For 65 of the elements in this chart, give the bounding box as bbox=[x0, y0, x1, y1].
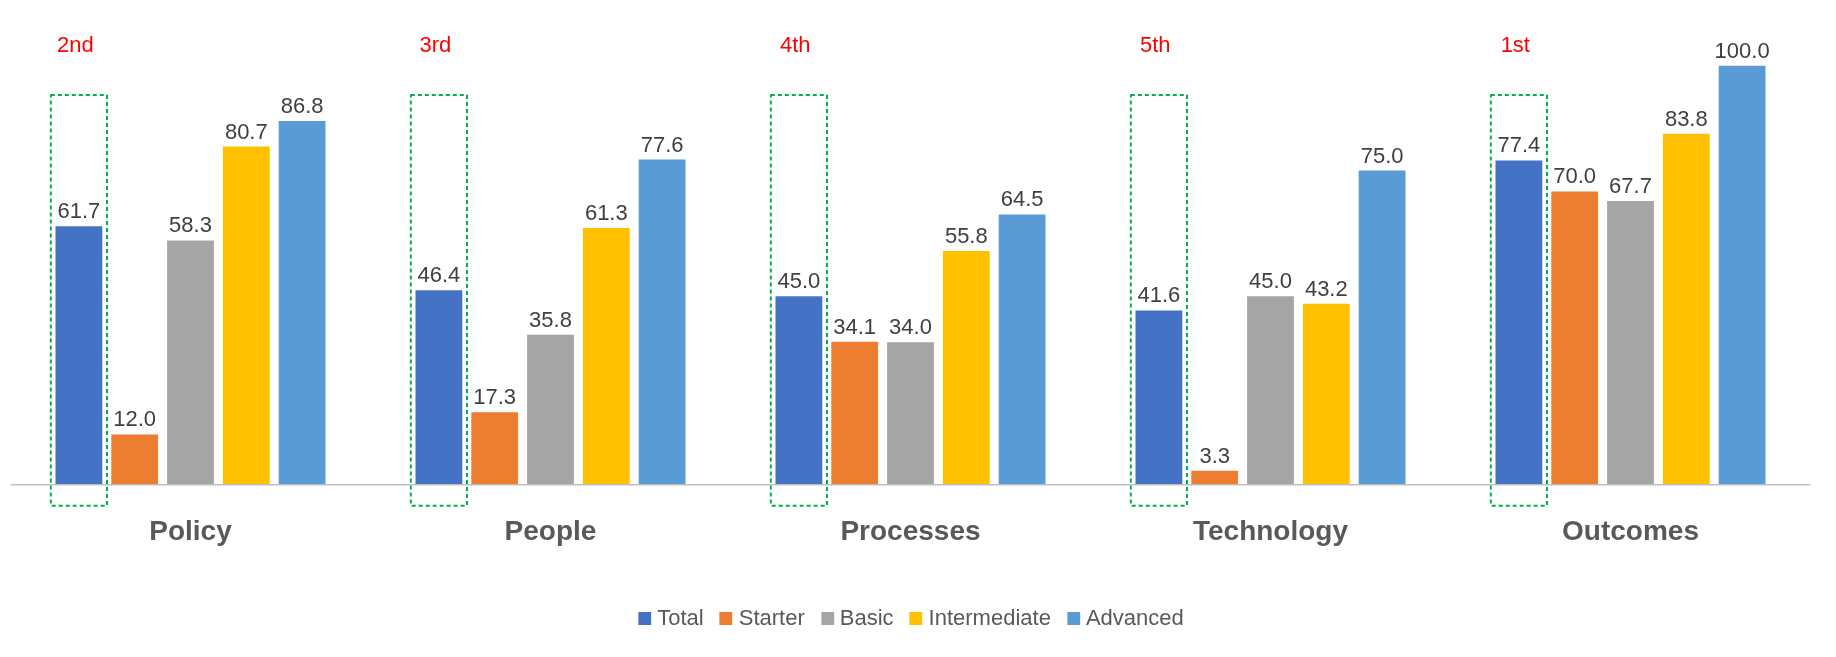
legend-label: Basic bbox=[839, 605, 894, 631]
text: 2nd bbox=[56, 32, 94, 58]
text: 4th bbox=[780, 32, 811, 58]
bar bbox=[1495, 160, 1543, 485]
bar bbox=[1662, 133, 1710, 485]
bar bbox=[998, 214, 1046, 485]
bar bbox=[222, 146, 270, 485]
data-label: 46.4 bbox=[417, 262, 461, 288]
data-label: 12.0 bbox=[113, 406, 157, 432]
bar bbox=[1607, 201, 1654, 485]
legend-label: Starter bbox=[738, 605, 805, 631]
data-label: 83.8 bbox=[1664, 105, 1708, 131]
data-label: 61.7 bbox=[57, 198, 101, 224]
text: 1st bbox=[1500, 32, 1530, 58]
bar bbox=[1191, 470, 1239, 485]
data-label: 67.7 bbox=[1609, 173, 1652, 199]
bar bbox=[831, 341, 879, 485]
bar bbox=[167, 240, 214, 485]
data-label: 45.0 bbox=[1249, 268, 1292, 294]
bar bbox=[775, 296, 823, 485]
data-label: 80.7 bbox=[224, 118, 268, 144]
bar bbox=[111, 434, 159, 485]
bar bbox=[1135, 310, 1183, 485]
x-tick-label: Processes bbox=[840, 514, 981, 546]
legend-label: Advanced bbox=[1085, 605, 1184, 631]
bar bbox=[887, 342, 934, 485]
legend-label: Intermediate bbox=[928, 605, 1051, 631]
text: 5th bbox=[1140, 32, 1171, 58]
data-label: 64.5 bbox=[1000, 186, 1044, 212]
data-label: 34.1 bbox=[833, 313, 877, 339]
bar bbox=[55, 226, 103, 485]
bar bbox=[278, 121, 326, 485]
bar bbox=[1358, 170, 1406, 485]
x-tick-label: People bbox=[504, 514, 597, 546]
data-label: 35.8 bbox=[529, 306, 572, 332]
bar bbox=[1247, 296, 1294, 485]
bar bbox=[1718, 65, 1766, 485]
x-tick-label: Technology bbox=[1192, 514, 1349, 546]
x-tick-label: Policy bbox=[149, 514, 233, 546]
bar bbox=[942, 250, 990, 485]
bar bbox=[527, 334, 574, 485]
data-label: 70.0 bbox=[1553, 163, 1597, 189]
data-label: 55.8 bbox=[944, 222, 988, 248]
text: 3rd bbox=[419, 32, 452, 58]
data-label: 61.3 bbox=[584, 199, 628, 225]
legend-label: Total bbox=[657, 605, 704, 631]
x-tick-label: Outcomes bbox=[1562, 514, 1699, 546]
bar bbox=[638, 159, 686, 485]
bar bbox=[415, 290, 463, 485]
data-label: 77.6 bbox=[640, 131, 684, 157]
bar bbox=[582, 227, 630, 485]
data-label: 45.0 bbox=[777, 268, 821, 294]
data-label: 100.0 bbox=[1714, 37, 1770, 63]
bar bbox=[1551, 191, 1599, 485]
data-label: 86.8 bbox=[280, 93, 324, 119]
data-label: 34.0 bbox=[889, 314, 932, 340]
data-label: 77.4 bbox=[1497, 132, 1541, 158]
bar bbox=[1302, 303, 1350, 485]
data-label: 75.0 bbox=[1360, 142, 1404, 168]
data-label: 43.2 bbox=[1304, 275, 1348, 301]
bar bbox=[471, 412, 519, 485]
data-label: 17.3 bbox=[473, 384, 517, 410]
data-label: 3.3 bbox=[1199, 442, 1230, 468]
data-label: 58.3 bbox=[169, 212, 212, 238]
data-label: 41.6 bbox=[1137, 282, 1181, 308]
